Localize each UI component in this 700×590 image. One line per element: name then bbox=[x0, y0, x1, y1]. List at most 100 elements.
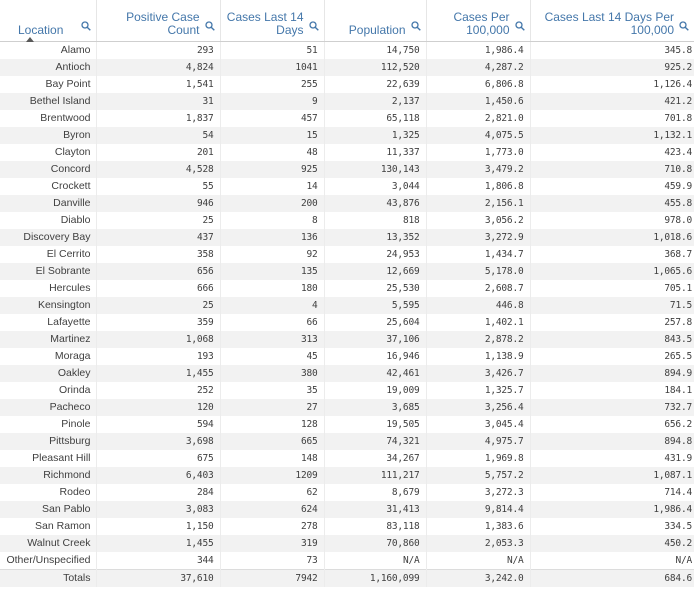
cell-cases-last-14-days: 148 bbox=[220, 449, 325, 467]
cell-location: Concord bbox=[0, 160, 97, 178]
table-row[interactable]: Danville 946 200 43,876 2,156.1 455.8 bbox=[0, 194, 694, 212]
cell-cases-per-100000: 3,479.2 bbox=[426, 160, 531, 178]
table-row[interactable]: Lafayette 359 66 25,604 1,402.1 257.8 bbox=[0, 313, 694, 331]
cell-location: Danville bbox=[0, 194, 97, 212]
cell-positive-case-count: 437 bbox=[96, 228, 221, 246]
table-row[interactable]: Orinda 252 35 19,009 1,325.7 184.1 bbox=[0, 381, 694, 399]
cell-population: 43,876 bbox=[324, 194, 427, 212]
cell-positive-case-count: 54 bbox=[96, 126, 221, 144]
table-row[interactable]: Pinole 594 128 19,505 3,045.4 656.2 bbox=[0, 415, 694, 433]
cell-cases-last-14-days-per-100000: 431.9 bbox=[530, 449, 694, 467]
table-row[interactable]: Martinez 1,068 313 37,106 2,878.2 843.5 bbox=[0, 330, 694, 348]
cell-cases-per-100000: 1,138.9 bbox=[426, 347, 531, 365]
table-row[interactable]: Brentwood 1,837 457 65,118 2,821.0 701.8 bbox=[0, 109, 694, 127]
cell-cases-last-14-days-per-100000: N/A bbox=[530, 551, 694, 569]
header-cases-per-100000[interactable]: Cases Per 100,000 bbox=[426, 0, 531, 42]
cell-positive-case-count: 656 bbox=[96, 262, 221, 280]
cell-location: Byron bbox=[0, 126, 97, 144]
cell-cases-per-100000: 1,969.8 bbox=[426, 449, 531, 467]
search-icon[interactable] bbox=[204, 20, 215, 31]
cell-positive-case-count: 31 bbox=[96, 92, 221, 110]
cell-cases-per-100000: 2,053.3 bbox=[426, 534, 531, 552]
table-row[interactable]: Byron 54 15 1,325 4,075.5 1,132.1 bbox=[0, 126, 694, 144]
search-icon[interactable] bbox=[80, 20, 91, 31]
table-row[interactable]: Richmond 6,403 1209 111,217 5,757.2 1,087.1 bbox=[0, 466, 694, 484]
cell-cases-last-14-days-per-100000: 701.8 bbox=[530, 109, 694, 127]
cell-cases-last-14-days-per-100000: 1,018.6 bbox=[530, 228, 694, 246]
cell-location: Pinole bbox=[0, 415, 97, 433]
cell-population: 65,118 bbox=[324, 109, 427, 127]
cell-cases-last-14-days: 624 bbox=[220, 500, 325, 518]
cell-location: Alamo bbox=[0, 41, 97, 59]
cell-location: San Pablo bbox=[0, 500, 97, 518]
cell-cases-per-100000: 5,757.2 bbox=[426, 466, 531, 484]
table-row[interactable]: San Pablo 3,083 624 31,413 9,814.4 1,986.4 bbox=[0, 500, 694, 518]
table-row[interactable]: Bethel Island 31 9 2,137 1,450.6 421.2 bbox=[0, 92, 694, 110]
cell-cases-per-100000: 2,821.0 bbox=[426, 109, 531, 127]
header-cases-last-14-days[interactable]: Cases Last 14 Days bbox=[220, 0, 325, 42]
cell-cases-last-14-days: 48 bbox=[220, 143, 325, 161]
table-row[interactable]: Alamo 293 51 14,750 1,986.4 345.8 bbox=[0, 41, 694, 59]
header-positive-case-count[interactable]: Positive Case Count bbox=[96, 0, 221, 42]
cell-cases-per-100000: N/A bbox=[426, 551, 531, 569]
cell-location: Oakley bbox=[0, 364, 97, 382]
cell-cases-last-14-days: 319 bbox=[220, 534, 325, 552]
cell-cases-per-100000: 3,272.3 bbox=[426, 483, 531, 501]
cell-positive-case-count: 594 bbox=[96, 415, 221, 433]
cell-population: 70,860 bbox=[324, 534, 427, 552]
cell-cases-last-14-days: 15 bbox=[220, 126, 325, 144]
cell-location: Discovery Bay bbox=[0, 228, 97, 246]
table-row[interactable]: Pacheco 120 27 3,685 3,256.4 732.7 bbox=[0, 398, 694, 416]
cell-location: El Cerrito bbox=[0, 245, 97, 263]
table-row[interactable]: Moraga 193 45 16,946 1,138.9 265.5 bbox=[0, 347, 694, 365]
cell-population: 25,604 bbox=[324, 313, 427, 331]
search-icon[interactable] bbox=[308, 20, 319, 31]
cell-cases-per-100000: 1,325.7 bbox=[426, 381, 531, 399]
search-icon[interactable] bbox=[410, 20, 421, 31]
cell-cases-last-14-days: 66 bbox=[220, 313, 325, 331]
cell-cases-per-100000: 3,045.4 bbox=[426, 415, 531, 433]
search-icon[interactable] bbox=[514, 20, 525, 31]
header-cases-last-14-days-per-100000[interactable]: Cases Last 14 Days Per 100,000 bbox=[530, 0, 694, 42]
header-label: Positive Case Count bbox=[126, 9, 200, 37]
table-row[interactable]: San Ramon 1,150 278 83,118 1,383.6 334.5 bbox=[0, 517, 694, 535]
cell-cases-per-100000: 4,287.2 bbox=[426, 58, 531, 76]
cell-positive-case-count: 1,837 bbox=[96, 109, 221, 127]
table-row[interactable]: Other/Unspecified 344 73 N/A N/A N/A bbox=[0, 551, 694, 569]
table-row[interactable]: Crockett 55 14 3,044 1,806.8 459.9 bbox=[0, 177, 694, 195]
cell-location: Clayton bbox=[0, 143, 97, 161]
table-row[interactable]: Oakley 1,455 380 42,461 3,426.7 894.9 bbox=[0, 364, 694, 382]
table-row[interactable]: Kensington 25 4 5,595 446.8 71.5 bbox=[0, 296, 694, 314]
table-row[interactable]: Bay Point 1,541 255 22,639 6,806.8 1,126.4 bbox=[0, 75, 694, 93]
cell-positive-case-count: 284 bbox=[96, 483, 221, 501]
header-location[interactable]: Location bbox=[0, 0, 97, 42]
table-row[interactable]: Antioch 4,824 1041 112,520 4,287.2 925.2 bbox=[0, 58, 694, 76]
table-row[interactable]: Hercules 666 180 25,530 2,608.7 705.1 bbox=[0, 279, 694, 297]
cell-cases-last-14-days-per-100000: 1,986.4 bbox=[530, 500, 694, 518]
table-row[interactable]: El Sobrante 656 135 12,669 5,178.0 1,065.6 bbox=[0, 262, 694, 280]
cell-location: Antioch bbox=[0, 58, 97, 76]
table-row[interactable]: Rodeo 284 62 8,679 3,272.3 714.4 bbox=[0, 483, 694, 501]
header-population[interactable]: Population bbox=[324, 0, 427, 42]
table-row[interactable]: Clayton 201 48 11,337 1,773.0 423.4 bbox=[0, 143, 694, 161]
cell-cases-per-100000: 2,608.7 bbox=[426, 279, 531, 297]
sort-ascending-icon[interactable] bbox=[26, 36, 34, 42]
table-row[interactable]: Diablo 25 8 818 3,056.2 978.0 bbox=[0, 211, 694, 229]
table-row[interactable]: Discovery Bay 437 136 13,352 3,272.9 1,018.6 bbox=[0, 228, 694, 246]
cell-positive-case-count: 344 bbox=[96, 551, 221, 569]
cell-population: 24,953 bbox=[324, 245, 427, 263]
cell-cases-last-14-days-per-100000: 710.8 bbox=[530, 160, 694, 178]
cell-population: 31,413 bbox=[324, 500, 427, 518]
table-row[interactable]: Pittsburg 3,698 665 74,321 4,975.7 894.8 bbox=[0, 432, 694, 450]
search-icon[interactable] bbox=[679, 20, 689, 31]
table-row[interactable]: Walnut Creek 1,455 319 70,860 2,053.3 450.2 bbox=[0, 534, 694, 552]
cell-positive-case-count: 3,083 bbox=[96, 500, 221, 518]
cell-location: Pacheco bbox=[0, 398, 97, 416]
cell-cases-per-100000: 1,450.6 bbox=[426, 92, 531, 110]
table-row[interactable]: Pleasant Hill 675 148 34,267 1,969.8 431.9 bbox=[0, 449, 694, 467]
cell-location: Diablo bbox=[0, 211, 97, 229]
cell-positive-case-count: 201 bbox=[96, 143, 221, 161]
cell-cases-last-14-days: 313 bbox=[220, 330, 325, 348]
table-row[interactable]: El Cerrito 358 92 24,953 1,434.7 368.7 bbox=[0, 245, 694, 263]
table-row[interactable]: Concord 4,528 925 130,143 3,479.2 710.8 bbox=[0, 160, 694, 178]
